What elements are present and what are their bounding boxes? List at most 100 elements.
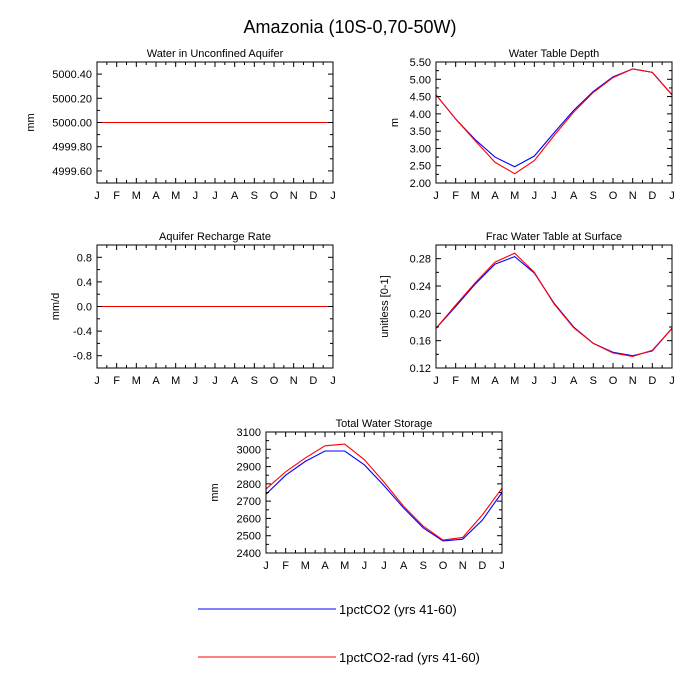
x-tick-label: D bbox=[478, 560, 486, 572]
x-tick-label: S bbox=[420, 560, 427, 572]
x-tick-label: J bbox=[212, 375, 218, 387]
y-tick-label: 4.00 bbox=[410, 109, 431, 121]
x-tick-label: J bbox=[433, 375, 439, 387]
x-tick-label: M bbox=[510, 375, 519, 387]
y-axis-label: m bbox=[389, 118, 401, 127]
x-tick-label: J bbox=[381, 560, 387, 572]
x-tick-label: F bbox=[452, 375, 459, 387]
x-tick-label: M bbox=[132, 190, 141, 202]
y-tick-label: 3.00 bbox=[410, 143, 431, 155]
x-tick-label: A bbox=[400, 560, 408, 572]
x-tick-label: J bbox=[193, 190, 199, 202]
x-tick-label: A bbox=[152, 190, 160, 202]
y-axis-label: mm bbox=[25, 113, 37, 131]
series-line-1pctco2 bbox=[435, 68, 673, 168]
x-tick-label: F bbox=[452, 190, 459, 202]
y-axis-label: mm/d bbox=[50, 293, 62, 321]
x-tick-label: F bbox=[113, 375, 120, 387]
x-tick-label: D bbox=[648, 375, 656, 387]
plot-frame bbox=[435, 244, 673, 369]
legend-label-1pctco2: 1pctCO2 (yrs 41-60) bbox=[339, 602, 457, 617]
y-tick-label: 4.50 bbox=[410, 92, 431, 104]
x-tick-label: F bbox=[113, 190, 120, 202]
x-tick-label: A bbox=[231, 375, 239, 387]
y-tick-label: 0.28 bbox=[410, 254, 431, 266]
x-tick-label: D bbox=[309, 375, 317, 387]
x-tick-label: A bbox=[152, 375, 160, 387]
x-tick-label: M bbox=[471, 375, 480, 387]
figure-title: Amazonia (10S-0,70-50W) bbox=[243, 17, 456, 37]
x-tick-label: N bbox=[629, 375, 637, 387]
x-tick-label: D bbox=[648, 190, 656, 202]
panel-title: Water Table Depth bbox=[509, 48, 600, 60]
x-tick-label: J bbox=[532, 190, 538, 202]
x-tick-label: J bbox=[669, 190, 675, 202]
x-tick-label: O bbox=[270, 375, 279, 387]
x-tick-label: S bbox=[590, 190, 597, 202]
x-tick-label: A bbox=[231, 190, 239, 202]
y-tick-label: 0.4 bbox=[77, 277, 92, 289]
y-axis-label: mm bbox=[209, 483, 221, 501]
y-axis-label: unitless [0-1] bbox=[379, 275, 391, 337]
series-line-1pctco2-rad bbox=[435, 252, 673, 357]
y-tick-label: 4999.80 bbox=[52, 142, 92, 154]
y-tick-label: 2500 bbox=[237, 531, 261, 543]
y-tick-label: 5000.20 bbox=[52, 93, 92, 105]
y-tick-label: 2.00 bbox=[410, 178, 431, 190]
x-tick-label: A bbox=[491, 190, 499, 202]
y-tick-label: -0.8 bbox=[73, 351, 92, 363]
x-tick-label: O bbox=[270, 190, 279, 202]
x-tick-label: J bbox=[330, 190, 336, 202]
y-tick-label: 0.16 bbox=[410, 336, 431, 348]
series-line-1pctco2-rad bbox=[265, 443, 503, 541]
x-tick-label: O bbox=[439, 560, 448, 572]
series-line-1pctco2 bbox=[435, 255, 673, 357]
x-tick-label: J bbox=[499, 560, 505, 572]
y-tick-label: 2.50 bbox=[410, 161, 431, 173]
y-tick-label: 0.20 bbox=[410, 308, 431, 320]
x-tick-label: J bbox=[669, 375, 675, 387]
y-tick-label: 2900 bbox=[237, 462, 261, 474]
x-tick-label: J bbox=[94, 375, 100, 387]
panel-title: Aquifer Recharge Rate bbox=[159, 231, 271, 243]
x-tick-label: S bbox=[590, 375, 597, 387]
x-tick-label: J bbox=[193, 375, 199, 387]
x-tick-label: J bbox=[330, 375, 336, 387]
x-tick-label: S bbox=[251, 375, 258, 387]
x-tick-label: N bbox=[290, 375, 298, 387]
x-tick-label: M bbox=[471, 190, 480, 202]
series-line-1pctco2 bbox=[265, 450, 503, 542]
x-tick-label: M bbox=[171, 190, 180, 202]
y-tick-label: 5000.00 bbox=[52, 118, 92, 130]
panel-title: Frac Water Table at Surface bbox=[486, 231, 622, 243]
x-tick-label: J bbox=[362, 560, 368, 572]
x-tick-label: J bbox=[433, 190, 439, 202]
y-tick-label: 0.8 bbox=[77, 252, 92, 264]
x-tick-label: A bbox=[570, 190, 578, 202]
x-tick-label: N bbox=[629, 190, 637, 202]
x-tick-label: J bbox=[551, 375, 557, 387]
y-tick-label: 2800 bbox=[237, 479, 261, 491]
x-tick-label: M bbox=[340, 560, 349, 572]
x-tick-label: N bbox=[459, 560, 467, 572]
y-tick-label: 4999.60 bbox=[52, 166, 92, 178]
x-tick-label: M bbox=[171, 375, 180, 387]
legend-entry-1pctco2: 1pctCO2 (yrs 41-60) bbox=[198, 602, 457, 617]
x-tick-label: J bbox=[551, 190, 557, 202]
y-tick-label: -0.4 bbox=[73, 326, 92, 338]
x-tick-label: M bbox=[510, 190, 519, 202]
x-tick-label: S bbox=[251, 190, 258, 202]
y-tick-label: 5.50 bbox=[410, 57, 431, 69]
y-tick-label: 3.50 bbox=[410, 126, 431, 138]
x-tick-label: J bbox=[532, 375, 538, 387]
x-tick-label: O bbox=[609, 375, 618, 387]
legend-entry-1pctco2-rad: 1pctCO2-rad (yrs 41-60) bbox=[198, 650, 480, 665]
y-tick-label: 2400 bbox=[237, 548, 261, 560]
panel-title: Total Water Storage bbox=[336, 418, 433, 430]
x-tick-label: O bbox=[609, 190, 618, 202]
y-tick-label: 3000 bbox=[237, 444, 261, 456]
